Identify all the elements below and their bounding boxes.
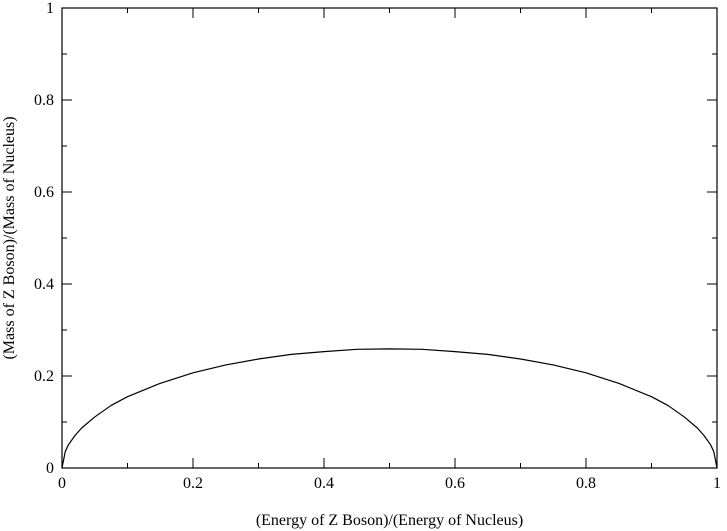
y-tick-label: 0 xyxy=(46,460,54,477)
y-axis-title: (Mass of Z Boson)/(Mass of Nucleus) xyxy=(1,116,18,359)
ticks-layer: 0 0.2 0.4 0.6 0.8 1 0 0.2 0.4 0.6 0.8 1 xyxy=(34,0,721,492)
x-tick-label: 1 xyxy=(713,475,721,492)
x-tick-label: 0.4 xyxy=(314,475,334,492)
plot-frame xyxy=(61,7,718,469)
y-tick-label: 0.4 xyxy=(34,276,54,293)
series-layer xyxy=(61,348,718,469)
series-line xyxy=(61,348,718,469)
y-tick-label: 0.6 xyxy=(34,184,54,201)
y-tick-label: 0.8 xyxy=(34,92,54,109)
x-tick-label: 0 xyxy=(58,475,66,492)
y-tick-label: 0.2 xyxy=(34,368,54,385)
y-tick-label: 1 xyxy=(46,0,54,17)
x-tick-label: 0.6 xyxy=(445,475,465,492)
x-tick-label: 0.2 xyxy=(183,475,203,492)
x-axis-title: (Energy of Z Boson)/(Energy of Nucleus) xyxy=(256,512,523,529)
x-tick-label: 0.8 xyxy=(576,475,596,492)
